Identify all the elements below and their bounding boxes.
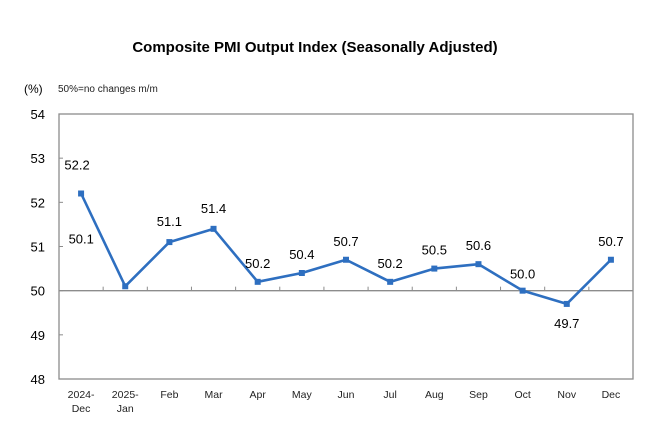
data-point-marker bbox=[475, 261, 482, 268]
data-point-marker bbox=[607, 256, 614, 263]
axes bbox=[58, 113, 634, 380]
data-label: 51.4 bbox=[201, 201, 226, 216]
x-tick-label: Feb bbox=[160, 389, 178, 401]
x-tick-label: Dec bbox=[72, 403, 91, 415]
data-label: 52.2 bbox=[64, 158, 89, 173]
data-point-marker bbox=[210, 225, 217, 232]
x-tick-label: Jan bbox=[117, 403, 134, 415]
x-tick-label: Apr bbox=[250, 389, 267, 401]
data-label: 50.2 bbox=[245, 256, 270, 271]
data-label: 50.0 bbox=[510, 267, 535, 282]
data-labels: 52.2 50.1 51.1 51.4 50.2 50.4 50.7 50.2 50.5 50.6… bbox=[64, 158, 623, 331]
data-point-marker bbox=[431, 265, 438, 272]
data-label: 50.7 bbox=[598, 234, 623, 249]
data-point-marker bbox=[343, 256, 349, 263]
data-label: 50.6 bbox=[466, 238, 491, 253]
data-point-marker bbox=[122, 283, 129, 290]
y-axis-unit: (%) bbox=[24, 82, 43, 96]
data-point-marker bbox=[387, 278, 394, 285]
data-label: 51.1 bbox=[157, 214, 182, 229]
y-tick-label: 50 bbox=[31, 284, 45, 299]
x-tick-label: Nov bbox=[557, 389, 576, 401]
x-tick-label: Jun bbox=[338, 389, 355, 401]
x-tick-label: May bbox=[292, 389, 313, 401]
y-tick-label: 51 bbox=[31, 240, 45, 255]
data-label: 49.7 bbox=[554, 316, 579, 331]
data-label: 50.1 bbox=[69, 231, 94, 246]
x-tick-label: Dec bbox=[602, 389, 621, 401]
x-tick-label: Sep bbox=[469, 389, 488, 401]
data-label: 50.2 bbox=[377, 256, 402, 271]
chart-note: 50%=no changes m/m bbox=[58, 84, 158, 95]
x-tick-label: Jul bbox=[383, 389, 396, 401]
data-label: 50.5 bbox=[422, 243, 447, 258]
data-point-marker bbox=[254, 278, 261, 285]
series-line bbox=[78, 190, 614, 307]
y-tick-label: 54 bbox=[31, 107, 45, 122]
y-tick-label: 52 bbox=[31, 195, 45, 210]
x-tick-label: Mar bbox=[204, 389, 223, 401]
data-point-marker bbox=[298, 270, 305, 276]
data-point-marker bbox=[166, 239, 173, 246]
data-point-marker bbox=[563, 300, 570, 307]
data-point-marker bbox=[78, 190, 85, 197]
y-tick-labels: 48 49 50 51 52 53 54 bbox=[31, 107, 45, 387]
x-tick-label: Aug bbox=[425, 389, 444, 401]
y-tick-label: 49 bbox=[31, 328, 45, 343]
y-tick-label: 48 bbox=[31, 372, 45, 387]
data-label: 50.4 bbox=[289, 247, 314, 262]
data-point-marker bbox=[519, 287, 526, 294]
x-tick-labels: 2024- Dec 2025- Jan Feb Mar Apr May Jun Jul Aug Sep… bbox=[68, 389, 621, 415]
y-tick-label: 53 bbox=[31, 151, 45, 166]
x-tick-label: Oct bbox=[514, 389, 530, 401]
x-tick-label: 2024- bbox=[68, 389, 95, 401]
chart-title: Composite PMI Output Index (Seasonally A… bbox=[132, 39, 497, 56]
data-label: 50.7 bbox=[333, 234, 358, 249]
x-tick-label: 2025- bbox=[112, 389, 139, 401]
